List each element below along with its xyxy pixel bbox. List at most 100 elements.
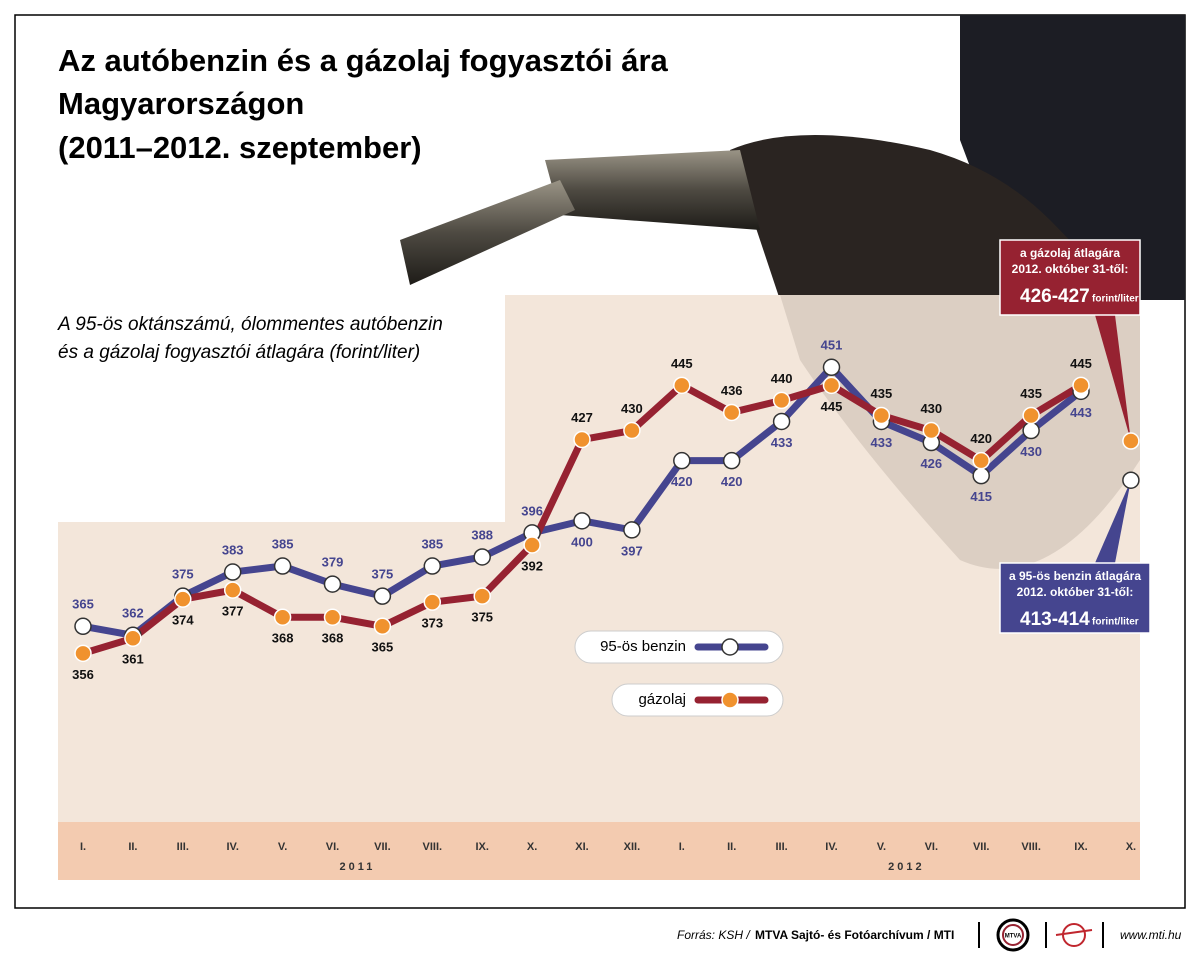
marker	[124, 629, 142, 648]
marker	[174, 590, 192, 608]
value-label: 420	[721, 474, 743, 489]
marker	[223, 563, 242, 581]
logo: MTVA	[1005, 934, 1022, 940]
value-label: 420	[970, 431, 992, 446]
marker	[323, 608, 342, 626]
value-label: 375	[372, 567, 394, 582]
x-tick-label: VI.	[925, 841, 938, 853]
marker	[473, 548, 491, 566]
callout-unit: forint/liter	[1092, 294, 1139, 305]
marker	[373, 587, 392, 605]
value-label: 375	[172, 567, 194, 582]
value-label: 443	[1070, 405, 1092, 420]
marker	[323, 575, 342, 593]
marker	[1022, 421, 1040, 440]
marker	[373, 617, 392, 636]
marker	[722, 451, 741, 470]
forecast-marker	[1122, 471, 1140, 489]
marker	[573, 512, 591, 530]
mti-logo	[1055, 929, 1093, 936]
x-tick-label: IX.	[1074, 841, 1087, 853]
callout-box	[999, 239, 1141, 316]
mti-logo	[1062, 923, 1086, 947]
marker	[1072, 376, 1090, 395]
x-tick-label: VI.	[326, 841, 339, 853]
x-tick-label: III.	[775, 841, 787, 853]
value-label: 356	[72, 667, 94, 682]
value-label: 415	[970, 489, 992, 504]
value-label: 435	[871, 386, 893, 401]
value-label: 440	[771, 371, 793, 386]
x-tick-label: IV.	[226, 841, 238, 853]
legend-label: gázolaj	[638, 691, 686, 708]
title: Magyarországon	[58, 86, 304, 121]
value-label: 385	[421, 536, 443, 551]
value-label: 430	[621, 401, 643, 416]
value-label: 445	[671, 356, 693, 371]
value-label: 362	[122, 606, 144, 621]
value-label: 451	[821, 338, 843, 353]
x-tick-label: V.	[877, 841, 886, 853]
year-label: 2012	[888, 861, 924, 873]
callout-pointer	[1095, 480, 1131, 563]
marker	[273, 557, 292, 575]
value-label: 396	[521, 503, 543, 518]
marker	[223, 581, 242, 599]
separator	[978, 922, 980, 948]
x-tick-label: VIII.	[423, 841, 443, 853]
value-label: 392	[521, 558, 543, 573]
x-tick-label: IV.	[825, 841, 837, 853]
source: MTVA Sajtó- és Fotóarchívum / MTI	[755, 928, 954, 942]
marker	[273, 608, 292, 626]
marker	[872, 406, 891, 425]
marker	[822, 376, 841, 395]
value-label: 445	[821, 399, 843, 414]
x-tick-label: VIII.	[1021, 841, 1041, 853]
x-tick-label: I.	[80, 841, 86, 853]
photo-spout	[400, 180, 575, 285]
value-label: 426	[920, 456, 942, 471]
forecast-marker	[1122, 432, 1140, 450]
value-label: 435	[1020, 386, 1042, 401]
marker	[423, 557, 442, 575]
value-label: 379	[322, 555, 344, 570]
x-tick-label: III.	[177, 841, 189, 853]
value-label: 375	[471, 610, 493, 625]
x-tick-label: X.	[1126, 841, 1136, 853]
marker	[623, 521, 641, 539]
value-label: 427	[571, 410, 593, 425]
title: (2011–2012. szeptember)	[58, 130, 422, 165]
marker	[523, 536, 541, 554]
marker	[423, 593, 442, 611]
callout-text: a 95-ös benzin átlagára	[1009, 569, 1141, 583]
marker	[673, 376, 691, 395]
value-label: 420	[671, 474, 693, 489]
callout-box	[999, 562, 1151, 634]
callout-text: a gázolaj átlagára	[1020, 246, 1120, 260]
marker	[822, 358, 841, 377]
value-label: 368	[322, 631, 344, 646]
marker	[74, 617, 92, 636]
separator	[1102, 922, 1104, 948]
callout-pointer	[1095, 315, 1131, 442]
website: www.mti.hu	[1120, 928, 1182, 942]
callout-text: 2012. október 31-től:	[1012, 262, 1129, 276]
callout-value: 413-414	[1020, 609, 1090, 630]
callout-value: 426-427	[1020, 286, 1090, 307]
x-tick-label: VII.	[374, 841, 391, 853]
value-label: 373	[421, 616, 443, 631]
marker	[922, 421, 941, 440]
value-label: 374	[172, 613, 194, 628]
legend-marker	[721, 691, 739, 709]
marker	[772, 391, 791, 410]
x-tick-label: I.	[679, 841, 685, 853]
value-label: 400	[571, 534, 593, 549]
value-label: 430	[1020, 444, 1042, 459]
x-tick-label: XI.	[575, 841, 588, 853]
value-label: 361	[122, 652, 144, 667]
value-label: 377	[222, 604, 244, 619]
x-tick-label: VII.	[973, 841, 990, 853]
marker	[74, 644, 92, 663]
subtitle: és a gázolaj fogyasztói átlagára (forint…	[58, 342, 420, 363]
